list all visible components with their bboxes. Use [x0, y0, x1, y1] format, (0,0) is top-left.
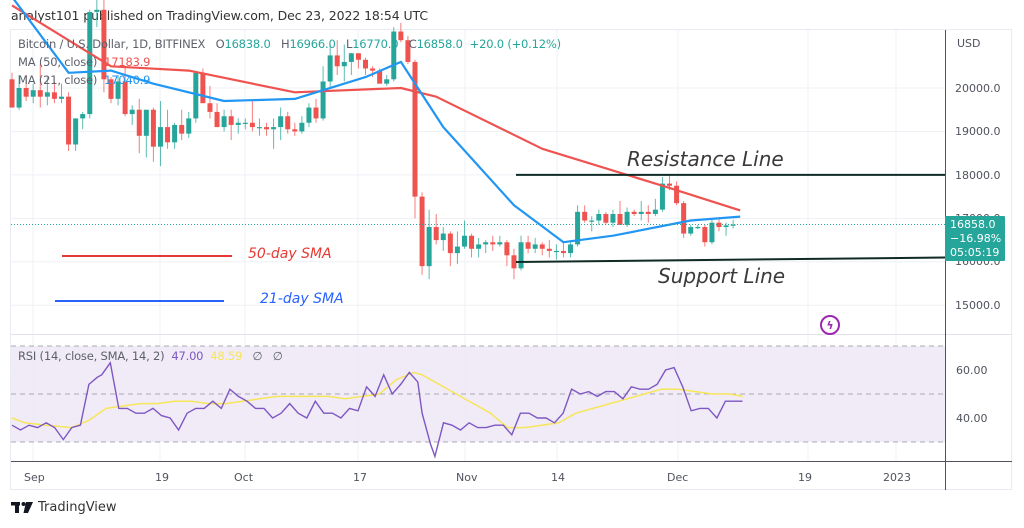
last-price-tag: 16858.0 −16.98% 05:05:19 [945, 216, 1005, 261]
support-line-label: Support Line [658, 264, 786, 288]
tradingview-logo[interactable]: TradingView [11, 500, 117, 515]
rsi-legend[interactable]: RSI (14, close, SMA, 14, 2) 47.00 48.59 … [18, 349, 283, 363]
ma21-value: 17040.9 [104, 73, 151, 87]
rsi-sma-value: 48.59 [210, 349, 243, 363]
rsi-value: 47.00 [171, 349, 204, 363]
price-tick: 20000.0 [955, 82, 1001, 95]
change-value: +20.0 (+0.12%) [469, 37, 561, 51]
time-tick: Sep [24, 471, 45, 484]
tradingview-logo-icon [11, 502, 33, 513]
time-tick: 2023 [883, 471, 911, 484]
symbol-title: Bitcoin / U.S. Dollar, 1D, BITFINEX [18, 37, 206, 51]
symbol-legend: Bitcoin / U.S. Dollar, 1D, BITFINEX O168… [18, 37, 561, 51]
open-value: 16838.0 [224, 37, 271, 51]
time-tick: 19 [798, 471, 812, 484]
ma21-legend[interactable]: MA (21, close) 17040.9 [18, 73, 151, 87]
price-tick: 19000.0 [955, 125, 1001, 138]
resistance-line-label: Resistance Line [627, 147, 784, 171]
time-tick: 17 [353, 471, 367, 484]
time-tick: Nov [456, 471, 478, 484]
sma50-annotation-label: 50-day SMA [248, 246, 332, 262]
ma50-legend[interactable]: MA (50, close) 17183.9 [18, 55, 151, 69]
high-value: 16966.0 [289, 37, 336, 51]
sma21-annotation-label: 21-day SMA [260, 291, 344, 307]
rsi-tick: 60.00 [956, 364, 988, 377]
price-tick: 15000.0 [955, 299, 1001, 312]
last-change: −16.98% [950, 232, 1002, 245]
currency-label: USD [957, 37, 981, 50]
time-tick: 19 [155, 471, 169, 484]
price-tick: 18000.0 [955, 169, 1001, 182]
chart-frame [10, 29, 1012, 490]
last-price: 16858.0 [950, 218, 996, 231]
time-tick: 14 [551, 471, 565, 484]
brand-name: TradingView [38, 500, 117, 515]
publish-header: analyst101 published on TradingView.com,… [11, 8, 428, 23]
ma50-value: 17183.9 [104, 55, 151, 69]
time-tick: Dec [667, 471, 689, 484]
bar-countdown: 05:05:19 [950, 246, 1000, 259]
low-value: 16770.0 [352, 37, 399, 51]
rsi-tick: 40.00 [956, 412, 988, 425]
time-tick: Oct [234, 471, 254, 484]
lightning-icon[interactable]: ϟ [820, 315, 840, 335]
candles [9, 0, 736, 280]
close-value: 16858.0 [416, 37, 463, 51]
